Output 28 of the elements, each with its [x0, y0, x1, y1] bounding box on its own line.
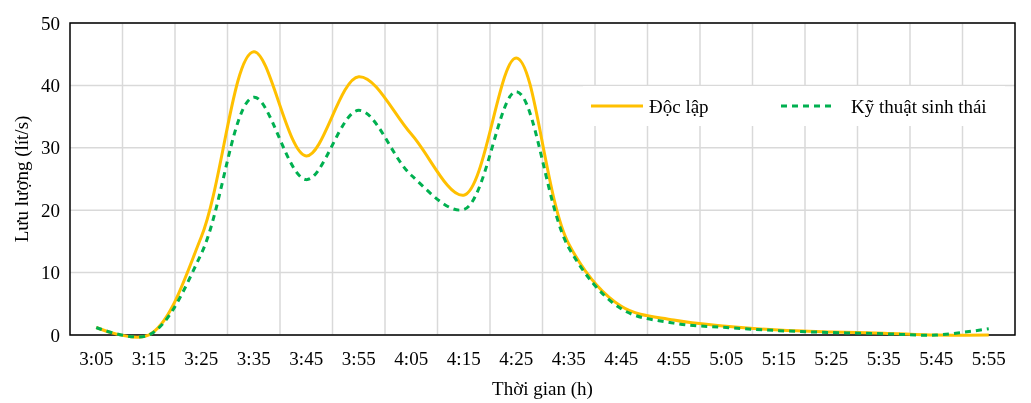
x-tick-label: 5:35	[866, 348, 901, 369]
x-tick-label: 4:35	[551, 348, 586, 369]
legend-label: Độc lập	[649, 95, 709, 117]
x-tick-label: 5:15	[761, 348, 796, 369]
x-tick-label: 4:55	[656, 348, 691, 369]
x-tick-label: 5:05	[709, 348, 744, 369]
legend-label: Kỹ thuật sinh thái	[851, 95, 987, 117]
y-axis-title: Lưu lượng (lít/s)	[11, 115, 33, 243]
x-tick-label: 5:25	[814, 348, 849, 369]
x-tick-label: 4:45	[604, 348, 639, 369]
x-tick-label: 4:05	[394, 348, 429, 369]
y-tick-label: 10	[41, 262, 60, 284]
y-tick-label: 40	[41, 75, 60, 97]
x-tick-label: 3:45	[289, 348, 324, 369]
y-tick-label: 20	[41, 199, 60, 221]
y-tick-label: 30	[41, 137, 60, 159]
y-tick-label: 50	[41, 12, 60, 34]
x-tick-label: 3:15	[131, 348, 166, 369]
x-tick-label: 5:45	[919, 348, 954, 369]
y-tick-label: 0	[50, 324, 60, 346]
x-tick-label: 3:25	[184, 348, 219, 369]
x-tick-label: 4:15	[446, 348, 481, 369]
x-tick-label: 3:55	[341, 348, 376, 369]
x-tick-label: 5:55	[971, 348, 1006, 369]
x-tick-label: 4:25	[499, 348, 534, 369]
x-tick-label: 3:35	[236, 348, 271, 369]
x-axis-title: Thời gian (h)	[492, 378, 593, 400]
x-tick-label: 3:05	[79, 348, 114, 369]
